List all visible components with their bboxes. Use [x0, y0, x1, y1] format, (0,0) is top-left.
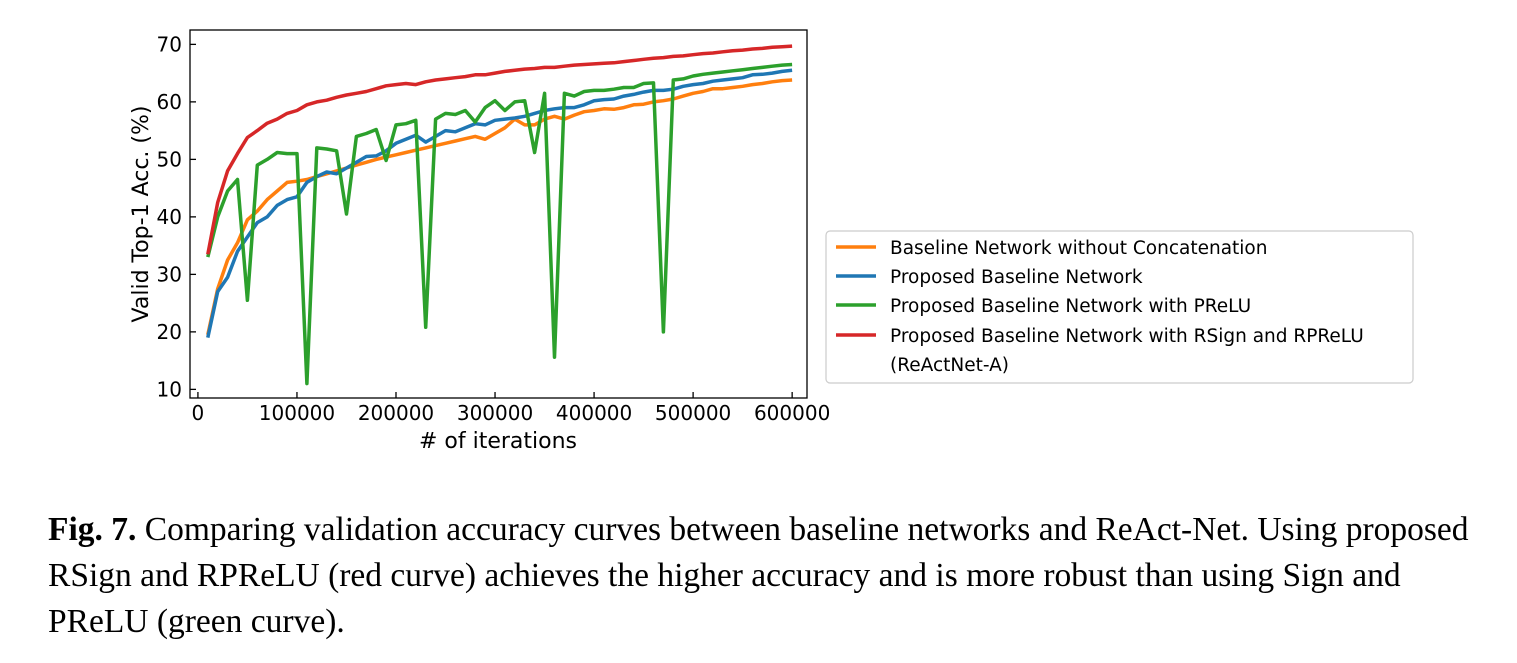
y-tick-label: 30 — [157, 262, 182, 286]
series-line-2 — [206, 62, 793, 386]
y-axis-label: Valid Top-1 Acc. (%) — [129, 106, 154, 323]
y-tick-label: 40 — [157, 205, 182, 229]
x-tick-label: 300000 — [457, 401, 533, 425]
x-axis: 0 100000 200000 300000 400000 500000 600000 — [192, 392, 830, 425]
legend-label-orange: Baseline Network without Concatenation — [890, 238, 1267, 259]
x-tick-label: 500000 — [655, 401, 731, 425]
y-tick-label: 10 — [157, 377, 182, 401]
caption-label: Fig. 7. — [48, 511, 137, 548]
x-axis-label: # of iterations — [419, 429, 577, 454]
legend: Baseline Network without Concatenation P… — [825, 230, 1414, 384]
x-tick-label: 400000 — [556, 401, 632, 425]
x-tick-label: 0 — [192, 401, 205, 425]
y-tick-label: 60 — [157, 90, 182, 114]
legend-label-red-continued: (ReActNet-A) — [890, 355, 1009, 376]
caption-text: Comparing validation accuracy curves bet… — [48, 511, 1469, 640]
x-tick-label: 100000 — [259, 401, 335, 425]
figure-caption: Fig. 7. Comparing validation accuracy cu… — [48, 507, 1503, 645]
legend-label-blue: Proposed Baseline Network — [890, 267, 1143, 288]
legend-label-green: Proposed Baseline Network with PReLU — [890, 296, 1251, 317]
y-tick-label: 20 — [157, 320, 182, 344]
y-tick-label: 70 — [157, 32, 182, 56]
series-line-3 — [206, 44, 793, 255]
plot-frame — [189, 29, 808, 399]
legend-box — [825, 230, 1414, 384]
line-chart: 0 100000 200000 300000 400000 500000 600000 10… — [129, 29, 1414, 454]
series-layer — [206, 44, 793, 386]
series-line-1 — [206, 68, 793, 338]
x-tick-label: 200000 — [358, 401, 434, 425]
x-tick-label: 600000 — [754, 401, 830, 425]
legend-label-red: Proposed Baseline Network with RSign and… — [890, 326, 1364, 347]
y-tick-label: 50 — [157, 147, 182, 171]
y-axis: 10 20 30 40 50 60 70 — [157, 32, 196, 401]
series-line-0 — [206, 78, 793, 336]
